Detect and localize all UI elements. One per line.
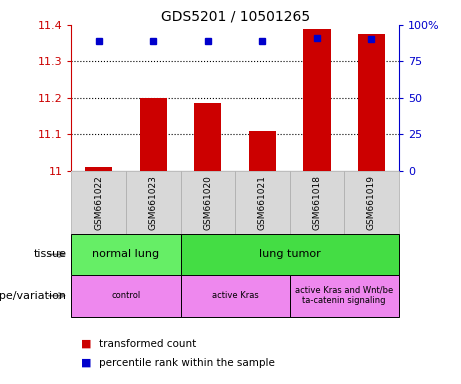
Bar	[235, 171, 290, 234]
Text: ■: ■	[81, 339, 91, 349]
Text: active Kras: active Kras	[212, 291, 259, 300]
Bar	[358, 34, 385, 171]
Text: GSM661019: GSM661019	[367, 175, 376, 230]
Text: GSM661021: GSM661021	[258, 175, 267, 230]
Bar	[71, 171, 126, 234]
Text: GSM661022: GSM661022	[94, 175, 103, 230]
Bar	[181, 275, 290, 317]
Bar	[181, 171, 235, 234]
Text: control: control	[112, 291, 141, 300]
Bar	[344, 171, 399, 234]
Text: percentile rank within the sample: percentile rank within the sample	[99, 358, 275, 368]
Bar	[71, 234, 181, 275]
Bar	[71, 275, 181, 317]
Bar	[290, 275, 399, 317]
Bar	[194, 103, 221, 171]
Text: GSM661020: GSM661020	[203, 175, 213, 230]
Text: GSM661018: GSM661018	[313, 175, 321, 230]
Bar	[181, 234, 399, 275]
Title: GDS5201 / 10501265: GDS5201 / 10501265	[160, 10, 310, 24]
Bar	[126, 171, 181, 234]
Bar	[303, 28, 331, 171]
Bar	[140, 98, 167, 171]
Text: GSM661023: GSM661023	[149, 175, 158, 230]
Text: normal lung: normal lung	[93, 249, 160, 260]
Text: tissue: tissue	[34, 249, 67, 260]
Bar	[85, 167, 112, 171]
Bar	[290, 171, 344, 234]
Text: ■: ■	[81, 358, 91, 368]
Text: transformed count: transformed count	[99, 339, 196, 349]
Text: active Kras and Wnt/be
ta-catenin signaling: active Kras and Wnt/be ta-catenin signal…	[295, 286, 393, 305]
Bar	[249, 131, 276, 171]
Text: genotype/variation: genotype/variation	[0, 291, 67, 301]
Text: lung tumor: lung tumor	[259, 249, 320, 260]
